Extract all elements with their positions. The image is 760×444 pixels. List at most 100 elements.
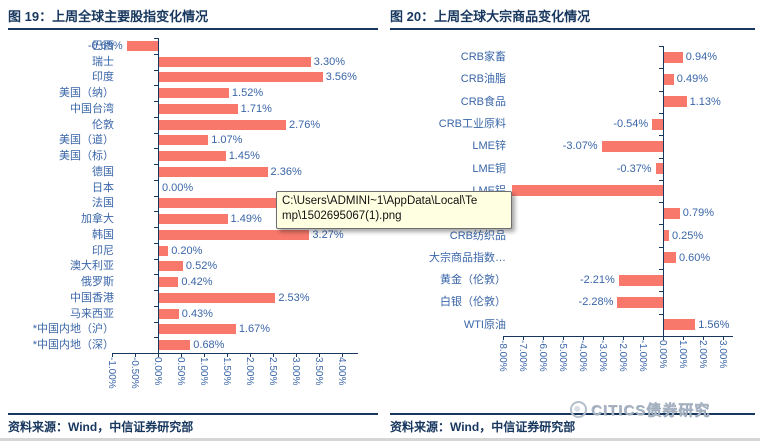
y-axis-tick [659, 46, 663, 47]
value-label: 2.76% [288, 118, 321, 131]
y-axis-tick [154, 69, 158, 71]
x-axis-tick-label: -7.00% [517, 340, 528, 372]
y-axis-tick [659, 68, 663, 70]
category-label: *中国内地（深） [32, 339, 114, 352]
value-label: -2.21% [579, 274, 615, 287]
right-title-underline [390, 28, 755, 30]
y-axis-tick [659, 246, 663, 248]
bar [652, 118, 663, 130]
y-axis-tick [659, 224, 663, 226]
x-axis-tick [319, 353, 320, 357]
bar [664, 207, 680, 219]
y-axis-tick [154, 321, 158, 323]
y-axis-tick [659, 269, 663, 270]
y-axis-tick [154, 85, 158, 87]
bar [664, 73, 674, 85]
y-axis-tick [659, 313, 663, 315]
category-label: 大宗商品指数… [429, 251, 506, 264]
bar [664, 319, 696, 331]
x-axis-tick [703, 336, 704, 340]
y-axis-line [663, 46, 664, 336]
value-label: 0.52% [185, 260, 218, 273]
y-axis-tick [154, 148, 158, 150]
x-axis-tick-label: 4.00% [336, 357, 347, 386]
x-axis-tick-label: 0.00% [657, 340, 668, 369]
x-axis-tick-label: -3.00% [597, 340, 608, 372]
bar [159, 103, 238, 114]
value-label: -0.54% [613, 118, 649, 131]
category-label: 俄罗斯 [81, 276, 114, 289]
y-axis-tick [659, 90, 663, 92]
x-axis-tick-label: -0.50% [129, 357, 140, 389]
category-label: 法国 [92, 197, 114, 210]
x-axis-tick-label: -4.00% [577, 340, 588, 372]
x-axis-tick-label: 3.50% [313, 357, 324, 386]
value-label: 1.07% [211, 134, 243, 147]
bar [159, 277, 179, 288]
value-label: 3.30% [313, 55, 345, 68]
x-axis-tick-label: 0.00% [152, 357, 163, 386]
left-source-rule [8, 413, 378, 415]
category-label: 美国（标） [59, 150, 114, 163]
bar [159, 214, 228, 225]
x-axis-tick [643, 336, 644, 340]
x-axis-tick [250, 353, 251, 357]
x-axis-tick [723, 336, 724, 340]
x-axis-line [112, 353, 358, 354]
y-axis-tick [659, 335, 663, 337]
x-axis-tick [563, 336, 564, 340]
category-label: CRB油脂 [460, 73, 506, 86]
category-label: 伦敦 [92, 118, 114, 131]
y-axis-tick [154, 227, 158, 228]
value-label: 1.13% [689, 95, 721, 108]
value-label: 3.27% [312, 228, 344, 241]
y-axis-tick [659, 202, 663, 204]
bar [159, 324, 236, 335]
value-label: 0.68% [193, 339, 225, 352]
bar [601, 140, 663, 152]
y-axis-tick [659, 112, 663, 114]
bar [159, 261, 183, 272]
y-axis-tick [154, 132, 158, 134]
category-label: 印尼 [92, 244, 114, 257]
category-label: 中国台湾 [70, 102, 114, 115]
category-label: 美国（道） [59, 134, 114, 147]
y-axis-tick [659, 157, 663, 159]
value-label: 1.49% [230, 213, 262, 226]
x-axis-tick-label: 3.00% [290, 357, 301, 386]
category-label: 美国（纳） [59, 87, 114, 100]
category-label: 白银（伦敦） [440, 296, 506, 309]
bar [617, 296, 663, 308]
value-label: 0.60% [679, 251, 711, 264]
x-axis-tick-label: -8.00% [497, 340, 508, 372]
x-axis-tick [112, 353, 113, 357]
bar [159, 245, 169, 256]
y-axis-tick [154, 179, 158, 181]
x-axis-tick-label: 3.00% [717, 340, 728, 369]
value-label: -3.07% [562, 140, 598, 153]
y-axis-line [158, 38, 159, 353]
bottom-divider [0, 438, 760, 441]
x-axis-tick-label: 1.50% [221, 357, 232, 386]
x-axis-tick-label: 0.50% [175, 357, 186, 386]
y-axis-tick [154, 290, 158, 291]
value-label: 0.43% [181, 307, 213, 320]
file-path-tooltip: C:\Users\ADMINI~1\AppData\Local\Te mp\15… [276, 191, 512, 229]
y-axis-tick [154, 242, 158, 244]
y-axis-tick [659, 291, 663, 293]
x-axis-tick [543, 336, 544, 340]
value-label: -2.28% [578, 296, 614, 309]
category-label: 加拿大 [81, 213, 114, 226]
x-axis-tick [342, 353, 343, 357]
y-axis-tick [154, 164, 158, 165]
x-axis-tick-label: 1.00% [198, 357, 209, 386]
category-label: LME锌 [472, 140, 506, 153]
value-label: -0.37% [616, 162, 652, 175]
value-label: 0.49% [676, 73, 708, 86]
tooltip-line1: C:\Users\ADMINI~1\AppData\Local\Te [282, 195, 478, 207]
bar [664, 252, 676, 264]
bar [159, 198, 284, 209]
category-label: CRB纺织品 [449, 229, 506, 242]
x-axis-tick-label: 2.00% [244, 357, 255, 386]
category-label: CRB家畜 [460, 51, 506, 64]
